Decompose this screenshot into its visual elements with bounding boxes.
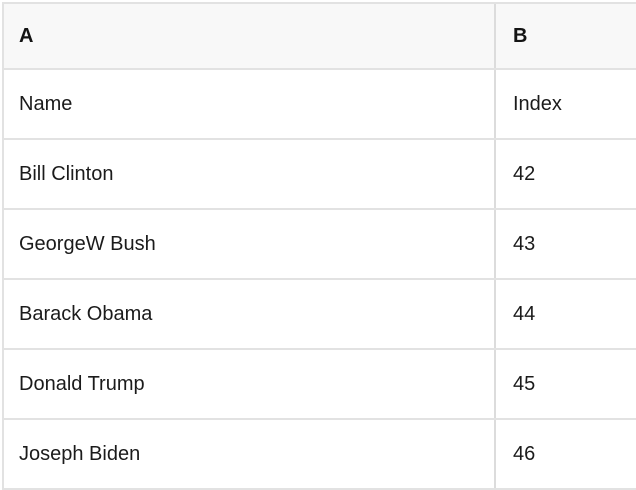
table-row: Joseph Biden 46 [4, 420, 636, 490]
cell-a[interactable]: Name [4, 70, 496, 138]
cell-b[interactable]: 42 [513, 162, 536, 185]
table-row: Bill Clinton 42 [4, 140, 636, 210]
column-header-a[interactable]: A [4, 4, 496, 68]
column-header-a-label: A [19, 24, 34, 47]
table-row: Barack Obama 44 [4, 280, 636, 350]
column-header-row: A B [4, 4, 636, 70]
cell-a[interactable]: Bill Clinton [4, 140, 496, 208]
cell-b[interactable]: Index [513, 92, 562, 115]
cell-a[interactable]: GeorgeW Bush [4, 210, 496, 278]
table-row: Donald Trump 45 [4, 350, 636, 420]
column-header-b-label: B [513, 24, 528, 47]
cell-b[interactable]: 43 [513, 232, 536, 255]
cell-a[interactable]: Barack Obama [4, 280, 496, 348]
column-header-b[interactable]: B [496, 4, 636, 68]
table-row: Name Index [4, 70, 636, 140]
table-row: GeorgeW Bush 43 [4, 210, 636, 280]
cell-a[interactable]: Joseph Biden [4, 420, 496, 488]
cell-b[interactable]: 45 [513, 372, 536, 395]
cell-a[interactable]: Donald Trump [4, 350, 496, 418]
table-body: Name Index Bill Clinton 42 GeorgeW Bush 43 Bar… [4, 70, 636, 490]
cell-b[interactable]: 44 [513, 302, 536, 325]
cell-b[interactable]: 46 [513, 442, 536, 465]
